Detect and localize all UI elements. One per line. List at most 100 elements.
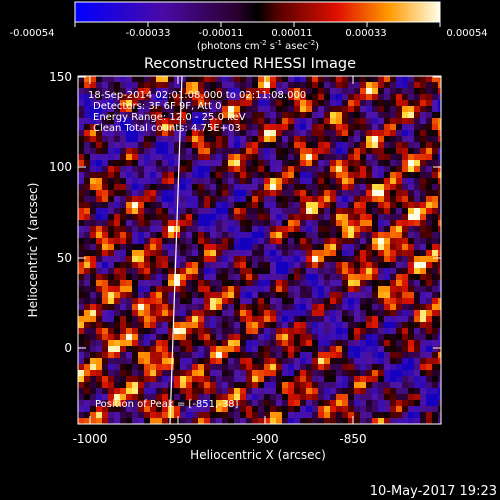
image-pixel <box>216 232 222 238</box>
image-pixel <box>210 244 216 250</box>
image-pixel <box>414 352 420 358</box>
image-pixel <box>186 238 192 244</box>
image-pixel <box>126 256 132 262</box>
image-pixel <box>294 382 300 388</box>
image-pixel <box>420 298 426 304</box>
image-pixel <box>438 220 441 226</box>
image-pixel <box>198 304 204 310</box>
image-pixel <box>336 172 342 178</box>
image-pixel <box>222 136 228 142</box>
image-pixel <box>138 418 144 424</box>
image-pixel <box>438 100 441 106</box>
image-pixel <box>216 82 222 88</box>
image-pixel <box>204 172 210 178</box>
image-pixel <box>348 286 354 292</box>
image-pixel <box>78 106 84 112</box>
image-pixel <box>132 364 138 370</box>
image-pixel <box>420 346 426 352</box>
image-pixel <box>276 190 282 196</box>
image-pixel <box>162 274 168 280</box>
image-pixel <box>300 286 306 292</box>
image-pixel <box>432 358 438 364</box>
image-pixel <box>318 352 324 358</box>
image-pixel <box>216 118 222 124</box>
image-pixel <box>360 292 366 298</box>
image-pixel <box>366 412 372 418</box>
image-pixel <box>138 280 144 286</box>
image-pixel <box>276 88 282 94</box>
image-pixel <box>234 106 240 112</box>
image-pixel <box>432 316 438 322</box>
image-pixel <box>156 382 162 388</box>
image-pixel <box>138 262 144 268</box>
image-pixel <box>210 304 216 310</box>
image-pixel <box>108 76 114 82</box>
image-pixel <box>270 394 276 400</box>
image-pixel <box>312 154 318 160</box>
image-pixel <box>108 148 114 154</box>
image-pixel <box>402 382 408 388</box>
image-pixel <box>288 232 294 238</box>
image-pixel <box>372 160 378 166</box>
image-pixel <box>228 142 234 148</box>
image-pixel <box>210 118 216 124</box>
image-pixel <box>270 238 276 244</box>
image-pixel <box>276 76 282 82</box>
image-pixel <box>168 298 174 304</box>
image-pixel <box>276 226 282 232</box>
image-pixel <box>144 262 150 268</box>
image-pixel <box>390 388 396 394</box>
image-pixel <box>378 130 384 136</box>
image-pixel <box>288 220 294 226</box>
image-pixel <box>312 376 318 382</box>
image-pixel <box>384 418 390 424</box>
image-pixel <box>234 172 240 178</box>
image-pixel <box>126 412 132 418</box>
image-pixel <box>216 130 222 136</box>
image-pixel <box>192 112 198 118</box>
image-pixel <box>102 346 108 352</box>
image-pixel <box>384 214 390 220</box>
image-pixel <box>438 340 441 346</box>
image-pixel <box>426 82 432 88</box>
image-pixel <box>294 238 300 244</box>
image-pixel <box>366 124 372 130</box>
image-pixel <box>264 376 270 382</box>
image-pixel <box>426 106 432 112</box>
image-pixel <box>222 388 228 394</box>
image-pixel <box>204 268 210 274</box>
image-pixel <box>288 334 294 340</box>
image-pixel <box>204 394 210 400</box>
image-pixel <box>306 310 312 316</box>
image-pixel <box>312 394 318 400</box>
image-pixel <box>144 364 150 370</box>
image-pixel <box>384 94 390 100</box>
image-pixel <box>426 118 432 124</box>
image-pixel <box>162 346 168 352</box>
image-pixel <box>408 322 414 328</box>
image-pixel <box>282 190 288 196</box>
image-pixel <box>204 286 210 292</box>
image-pixel <box>306 154 312 160</box>
image-pixel <box>306 130 312 136</box>
image-pixel <box>366 172 372 178</box>
image-pixel <box>108 178 114 184</box>
image-pixel <box>180 292 186 298</box>
image-pixel <box>96 124 102 130</box>
image-pixel <box>228 256 234 262</box>
image-pixel <box>150 304 156 310</box>
image-pixel <box>150 184 156 190</box>
image-pixel <box>426 184 432 190</box>
image-pixel <box>126 76 132 82</box>
image-pixel <box>156 286 162 292</box>
image-pixel <box>234 418 240 424</box>
image-pixel <box>150 136 156 142</box>
image-pixel <box>240 298 246 304</box>
image-pixel <box>132 298 138 304</box>
image-pixel <box>222 130 228 136</box>
image-pixel <box>384 130 390 136</box>
image-pixel <box>84 82 90 88</box>
image-pixel <box>132 418 138 424</box>
image-pixel <box>342 196 348 202</box>
image-pixel <box>372 184 378 190</box>
